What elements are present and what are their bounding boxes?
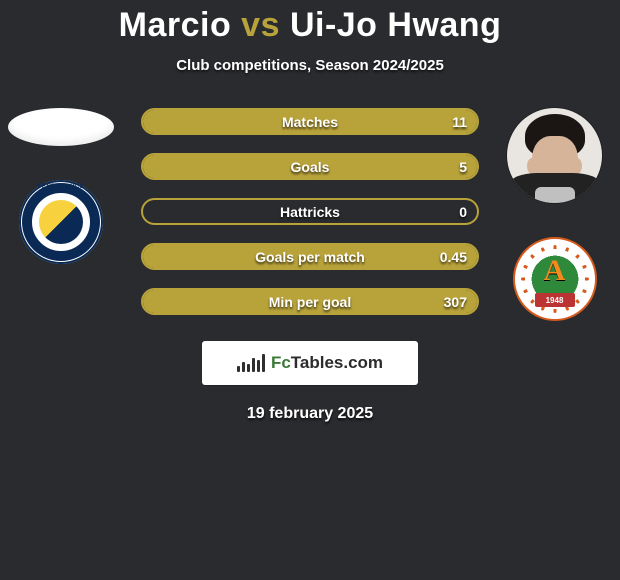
stat-bar-label: Matches xyxy=(282,114,338,130)
stat-bars: Matches 11 Goals 5 Hattricks 0 Goals per match… xyxy=(141,108,479,315)
subtitle: Club competitions, Season 2024/2025 xyxy=(0,57,620,74)
stat-bar-value-right: 11 xyxy=(452,114,467,130)
club-crest-right: A 1948 xyxy=(513,237,597,321)
comparison-content: FENERBAHÇE 1907 A 1948 Matches 11 Goals 5 Ha… xyxy=(0,108,620,315)
header: Marcio vs Ui-Jo Hwang Club competitions,… xyxy=(0,0,620,74)
snapshot-date: 19 february 2025 xyxy=(0,405,620,423)
stat-bar-value-right: 0.45 xyxy=(440,249,467,265)
crest-left-bottom-text: 1907 xyxy=(53,255,68,261)
brand-suffix: Tables.com xyxy=(291,353,383,372)
player1-photo-placeholder xyxy=(8,108,114,146)
stat-bar-value-right: 307 xyxy=(444,294,467,310)
right-column: A 1948 xyxy=(507,108,602,321)
crest-left-top-text: FENERBAHÇE xyxy=(38,184,85,190)
stat-bar-label: Goals xyxy=(291,159,330,175)
brand-text: FcTables.com xyxy=(271,353,383,373)
stat-bar: Matches 11 xyxy=(141,108,479,135)
crest-right-letter: A xyxy=(544,254,566,288)
player2-name: Ui-Jo Hwang xyxy=(290,6,501,44)
stat-bar-label: Hattricks xyxy=(280,204,340,220)
player1-name: Marcio xyxy=(119,6,232,44)
stat-bar-value-right: 0 xyxy=(459,204,467,220)
vs-separator: vs xyxy=(241,6,280,44)
stat-bar-label: Goals per match xyxy=(255,249,365,265)
player2-photo xyxy=(507,108,602,203)
stat-bar: Goals per match 0.45 xyxy=(141,243,479,270)
club-crest-left: FENERBAHÇE 1907 xyxy=(19,180,103,264)
stat-bar: Min per goal 307 xyxy=(141,288,479,315)
brand-prefix: Fc xyxy=(271,353,291,372)
crest-right-banner: 1948 xyxy=(535,293,575,307)
stat-bar-value-right: 5 xyxy=(459,159,467,175)
stat-bar-label: Min per goal xyxy=(269,294,351,310)
page-title: Marcio vs Ui-Jo Hwang xyxy=(0,6,620,45)
left-column: FENERBAHÇE 1907 xyxy=(8,108,114,264)
stat-bar: Goals 5 xyxy=(141,153,479,180)
crest-inner xyxy=(39,200,83,244)
brand-card[interactable]: FcTables.com xyxy=(202,341,418,385)
chart-bars-icon xyxy=(237,354,265,372)
stat-bar: Hattricks 0 xyxy=(141,198,479,225)
